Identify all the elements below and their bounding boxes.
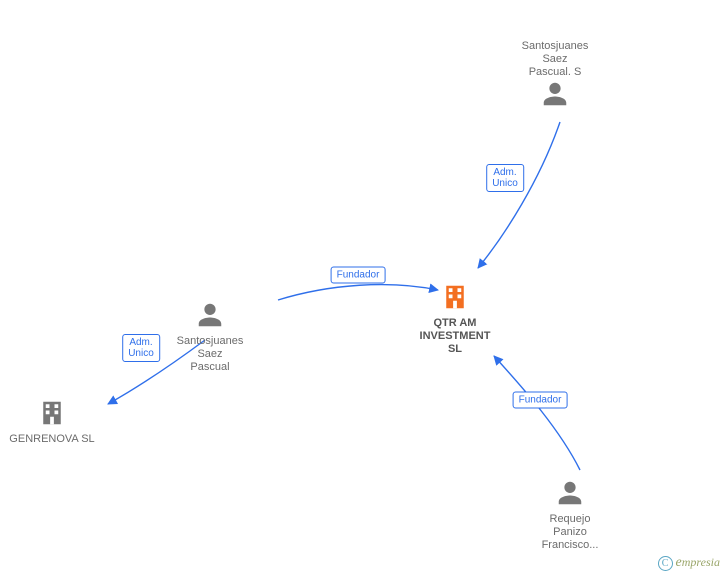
edge-label: Fundador (331, 267, 386, 284)
node-n5[interactable]: RequejoPanizoFrancisco... (510, 478, 630, 552)
edge-label: Adm.Unico (122, 334, 160, 362)
person-icon (150, 300, 270, 335)
node-label: RequejoPanizoFrancisco... (510, 513, 630, 552)
node-n3[interactable]: SantosjuanesSaezPascual (150, 300, 270, 374)
edge-n1-n2 (478, 122, 560, 268)
building-icon (0, 398, 112, 433)
watermark-text: ​empresia (676, 555, 720, 569)
node-label: SantosjuanesSaezPascual (150, 335, 270, 374)
person-icon (510, 478, 630, 513)
diagram-canvas: SantosjuanesSaezPascual. S QTR AMINVESTME… (0, 0, 728, 575)
person-icon (495, 79, 615, 114)
node-label: QTR AMINVESTMENTSL (395, 317, 515, 356)
node-label: SantosjuanesSaezPascual. S (495, 40, 615, 79)
node-label: GENRENOVA SL (0, 433, 112, 446)
edge-label: Fundador (513, 392, 568, 409)
edge-n5-n2 (494, 356, 580, 470)
node-n4[interactable]: GENRENOVA SL (0, 398, 112, 446)
edge-label: Adm.Unico (486, 164, 524, 192)
node-n2[interactable]: QTR AMINVESTMENTSL (395, 282, 515, 356)
copyright-icon: C (658, 556, 673, 571)
building-icon (395, 282, 515, 317)
node-n1[interactable]: SantosjuanesSaezPascual. S (495, 40, 615, 114)
watermark: C​empresia (658, 555, 720, 571)
